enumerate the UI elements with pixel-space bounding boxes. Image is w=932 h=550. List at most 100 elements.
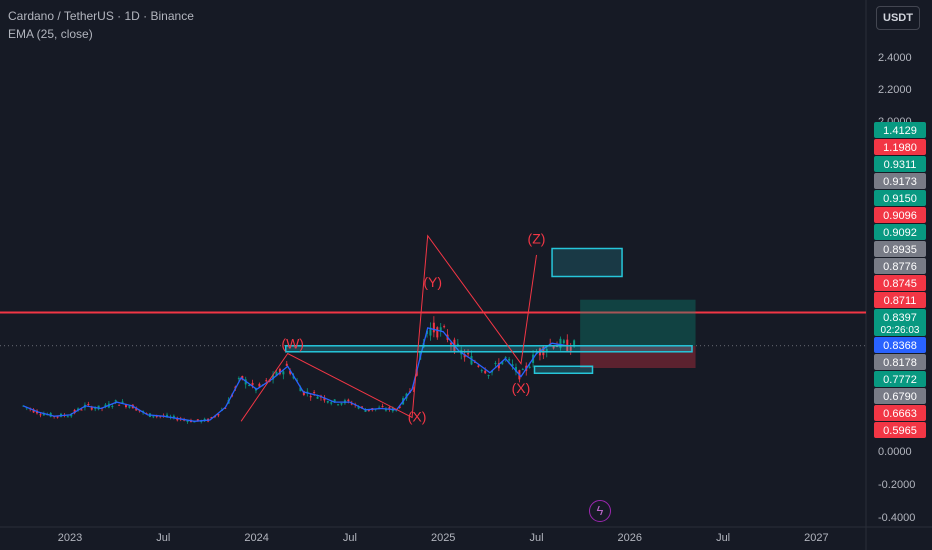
- time-axis-label: Jul: [716, 532, 730, 544]
- candle-body: [429, 327, 432, 336]
- price-tag: 0.8178: [874, 354, 926, 370]
- price-tag-label: 0.8745: [883, 278, 917, 290]
- candle-body: [573, 340, 576, 347]
- price-axis-label: 2.2000: [878, 84, 912, 96]
- candle-body: [275, 372, 278, 376]
- candle-body: [196, 419, 199, 421]
- candle-body: [104, 404, 107, 407]
- ema-line: [23, 327, 568, 422]
- candle-body: [299, 387, 302, 392]
- candle-body: [155, 415, 158, 417]
- candle-body: [501, 361, 504, 365]
- price-tag: 0.9311: [874, 156, 926, 172]
- candle-body: [388, 407, 391, 410]
- candle-body: [381, 406, 384, 408]
- price-tag: 0.8935: [874, 241, 926, 257]
- candle-body: [39, 414, 42, 416]
- candle-body: [66, 416, 69, 418]
- price-tag-bg: [874, 337, 926, 353]
- price-tag-label: 0.9092: [883, 227, 917, 239]
- candle-body: [111, 405, 114, 407]
- symbol-title[interactable]: Cardano / TetherUS · 1D · Binance: [8, 9, 194, 23]
- candle-body: [124, 404, 127, 408]
- candle-body: [562, 340, 565, 344]
- wave-label: (Z): [528, 230, 546, 246]
- time-axis-label: Jul: [529, 532, 543, 544]
- candle-body: [467, 353, 470, 355]
- price-tag: 0.6790: [874, 388, 926, 404]
- time-axis-label: 2025: [431, 532, 455, 544]
- price-tag-label: 0.8776: [883, 261, 917, 273]
- wave-label: (Y): [423, 274, 442, 290]
- elliott-wave-path: [240, 234, 537, 422]
- candle-body: [313, 392, 316, 394]
- candle-body: [508, 358, 511, 361]
- candle-body: [545, 349, 548, 352]
- price-axis-label: 0.0000: [878, 446, 912, 458]
- candle-body: [210, 417, 213, 419]
- price-tag: 0.8368: [874, 337, 926, 353]
- price-tag-label: 0.8368: [883, 340, 917, 352]
- candle-body: [251, 382, 254, 386]
- price-tag-bg: [874, 173, 926, 189]
- candle-body: [528, 366, 531, 368]
- price-tag-bg: [874, 354, 926, 370]
- candle-body: [484, 370, 487, 374]
- candle-body: [42, 413, 45, 416]
- price-tag: 0.7772: [874, 371, 926, 387]
- price-tag: 0.9173: [874, 173, 926, 189]
- candle-body: [456, 343, 459, 346]
- candle-body: [340, 403, 343, 405]
- candle-body: [470, 356, 473, 365]
- price-tag-label: 1.1980: [883, 142, 917, 154]
- candle-body: [347, 399, 350, 402]
- lightning-icon[interactable]: ϟ: [589, 500, 611, 522]
- wave-label: (X): [408, 408, 427, 424]
- candle-body: [473, 361, 476, 363]
- candle-body: [90, 406, 93, 410]
- candle-body: [309, 396, 312, 398]
- price-tag-label: 0.9173: [883, 176, 917, 188]
- price-tag-bg: [874, 371, 926, 387]
- candle-body: [114, 400, 117, 402]
- candle-body: [552, 346, 555, 349]
- price-tag-bg: [874, 422, 926, 438]
- candle-body: [272, 374, 275, 380]
- candle-body: [432, 322, 435, 333]
- price-tag-bg: [874, 190, 926, 206]
- price-tag-bg: [874, 405, 926, 421]
- time-axis-label: Jul: [343, 532, 357, 544]
- price-tag-bg: [874, 258, 926, 274]
- candle-body: [237, 378, 240, 380]
- candle-body: [176, 418, 179, 421]
- price-tag: 0.9092: [874, 224, 926, 240]
- candle-body: [436, 327, 439, 338]
- price-axis-label: -0.2000: [878, 479, 915, 491]
- candle-body: [364, 410, 367, 412]
- candle-body: [357, 406, 360, 409]
- candle-body: [241, 375, 244, 380]
- candle-body: [80, 409, 83, 411]
- price-tag-bg: [874, 224, 926, 240]
- candle-body: [135, 407, 138, 411]
- price-tag-label: 1.4129: [883, 125, 917, 137]
- candle-body: [487, 375, 490, 377]
- support-zone: [284, 345, 693, 353]
- candle-body: [289, 370, 292, 374]
- candle-body: [559, 338, 562, 349]
- candle-body: [477, 365, 480, 367]
- currency-button[interactable]: USDT: [876, 6, 920, 30]
- price-tag-label: 0.9311: [884, 159, 917, 171]
- price-tag-label: 0.9150: [883, 193, 917, 205]
- price-tag: 0.5965: [874, 422, 926, 438]
- candle-body: [121, 401, 124, 404]
- price-tag-label: 0.8178: [883, 357, 917, 369]
- price-tag: 0.9150: [874, 190, 926, 206]
- candle-body: [217, 413, 220, 416]
- time-axis-label: 2023: [58, 532, 82, 544]
- candle-body: [326, 401, 329, 403]
- candle-body: [87, 403, 90, 405]
- indicator-legend[interactable]: EMA (25, close): [8, 27, 93, 41]
- price-tag: 1.1980: [874, 139, 926, 155]
